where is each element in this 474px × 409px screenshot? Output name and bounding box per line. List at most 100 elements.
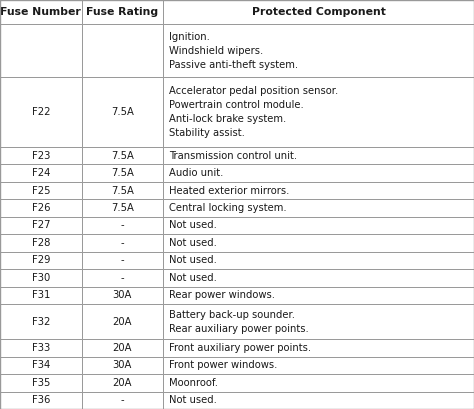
Bar (163, 182, 474, 199)
Text: Moonroof.: Moonroof. (169, 378, 218, 388)
Bar (163, 391, 474, 409)
Bar (163, 269, 474, 287)
Text: F28: F28 (32, 238, 50, 248)
Bar (0, 182, 82, 199)
Text: Central locking system.: Central locking system. (169, 203, 286, 213)
Bar (82, 252, 163, 269)
Bar (0, 374, 82, 391)
Bar (163, 164, 474, 182)
Bar (163, 25, 474, 77)
Bar (0, 357, 82, 374)
Text: -: - (120, 273, 124, 283)
Text: Ignition.: Ignition. (169, 32, 210, 42)
Bar (0, 269, 82, 287)
Text: Anti-lock brake system.: Anti-lock brake system. (169, 114, 286, 124)
Text: Not used.: Not used. (169, 256, 217, 265)
Bar (163, 147, 474, 164)
Text: 7.5A: 7.5A (111, 203, 134, 213)
Text: F35: F35 (32, 378, 50, 388)
Text: F33: F33 (32, 343, 50, 353)
Text: 30A: 30A (113, 360, 132, 370)
Text: Fuse Number: Fuse Number (0, 7, 81, 17)
Text: F27: F27 (31, 220, 50, 231)
Bar (82, 234, 163, 252)
Text: F32: F32 (32, 317, 50, 327)
Text: Passive anti-theft system.: Passive anti-theft system. (169, 60, 298, 70)
Text: F30: F30 (32, 273, 50, 283)
Bar (163, 77, 474, 147)
Text: F23: F23 (32, 151, 50, 161)
Bar (82, 217, 163, 234)
Text: F34: F34 (32, 360, 50, 370)
Bar (82, 0, 163, 25)
Text: F24: F24 (32, 168, 50, 178)
Text: Accelerator pedal position sensor.: Accelerator pedal position sensor. (169, 86, 338, 96)
Text: 20A: 20A (112, 343, 132, 353)
Text: F26: F26 (31, 203, 50, 213)
Text: F25: F25 (31, 186, 50, 196)
Text: Not used.: Not used. (169, 238, 217, 248)
Text: Not used.: Not used. (169, 273, 217, 283)
Bar (82, 77, 163, 147)
Bar (0, 77, 82, 147)
Bar (163, 287, 474, 304)
Text: 7.5A: 7.5A (111, 186, 134, 196)
Text: Transmission control unit.: Transmission control unit. (169, 151, 297, 161)
Text: Stability assist.: Stability assist. (169, 128, 245, 138)
Bar (0, 147, 82, 164)
Text: F22: F22 (31, 107, 50, 117)
Bar (82, 357, 163, 374)
Text: Rear power windows.: Rear power windows. (169, 290, 275, 300)
Text: Battery back-up sounder.: Battery back-up sounder. (169, 310, 295, 319)
Bar (82, 339, 163, 357)
Text: -: - (120, 395, 124, 405)
Bar (82, 304, 163, 339)
Text: Windshield wipers.: Windshield wipers. (169, 46, 263, 56)
Bar (0, 339, 82, 357)
Bar (0, 234, 82, 252)
Text: Fuse Rating: Fuse Rating (86, 7, 158, 17)
Text: Not used.: Not used. (169, 395, 217, 405)
Bar (0, 287, 82, 304)
Text: Rear auxiliary power points.: Rear auxiliary power points. (169, 324, 309, 334)
Text: Front power windows.: Front power windows. (169, 360, 277, 370)
Text: Audio unit.: Audio unit. (169, 168, 223, 178)
Bar (82, 287, 163, 304)
Text: 20A: 20A (112, 378, 132, 388)
Bar (82, 164, 163, 182)
Text: F31: F31 (32, 290, 50, 300)
Bar (163, 339, 474, 357)
Bar (163, 217, 474, 234)
Text: Protected Component: Protected Component (252, 7, 385, 17)
Bar (82, 269, 163, 287)
Text: -: - (120, 256, 124, 265)
Text: Front auxiliary power points.: Front auxiliary power points. (169, 343, 311, 353)
Text: 7.5A: 7.5A (111, 151, 134, 161)
Bar (0, 25, 82, 77)
Text: F36: F36 (32, 395, 50, 405)
Bar (0, 391, 82, 409)
Bar (0, 0, 82, 25)
Bar (0, 199, 82, 217)
Text: Powertrain control module.: Powertrain control module. (169, 100, 303, 110)
Bar (0, 304, 82, 339)
Text: F29: F29 (31, 256, 50, 265)
Text: -: - (120, 220, 124, 231)
Bar (82, 374, 163, 391)
Text: 20A: 20A (112, 317, 132, 327)
Bar (82, 199, 163, 217)
Bar (163, 357, 474, 374)
Bar (163, 0, 474, 25)
Text: Heated exterior mirrors.: Heated exterior mirrors. (169, 186, 289, 196)
Text: 7.5A: 7.5A (111, 107, 134, 117)
Bar (82, 25, 163, 77)
Bar (163, 252, 474, 269)
Bar (0, 252, 82, 269)
Bar (163, 374, 474, 391)
Bar (163, 199, 474, 217)
Bar (0, 164, 82, 182)
Text: 30A: 30A (113, 290, 132, 300)
Text: 7.5A: 7.5A (111, 168, 134, 178)
Bar (82, 391, 163, 409)
Bar (82, 147, 163, 164)
